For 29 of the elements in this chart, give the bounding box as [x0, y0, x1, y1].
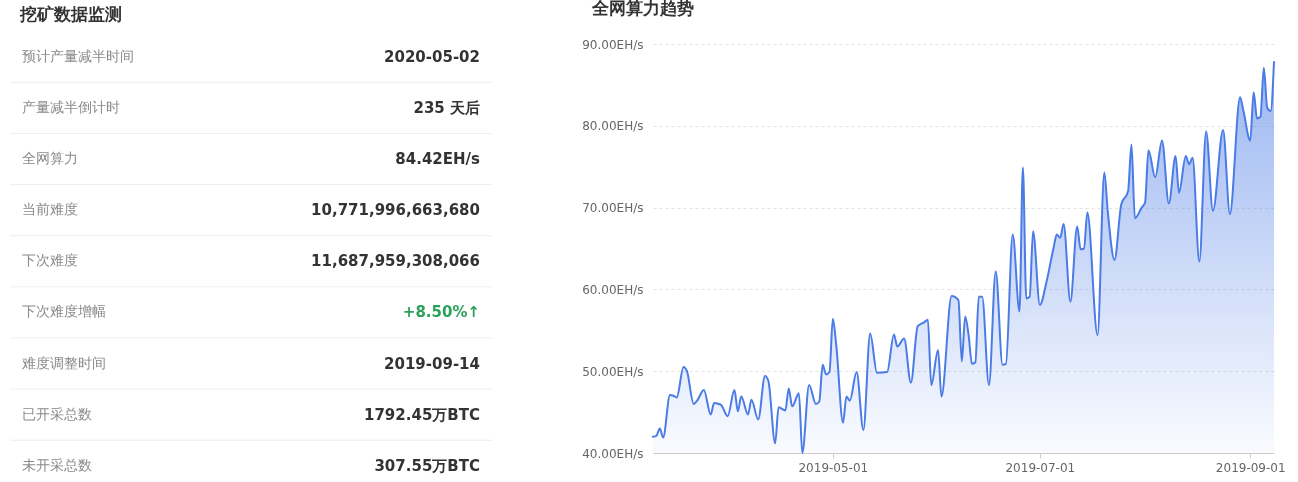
category-label: 难度调整时间 [21, 354, 106, 371]
category-label: 产量减半倒计时 [22, 98, 120, 115]
y-tick-label: 80.00EH/s [582, 119, 644, 134]
text: 84.42EH/s [395, 150, 480, 169]
category-label: 下次难度 [22, 252, 78, 269]
text: +8.50%↑ [402, 303, 480, 322]
text: 2020-05-02 [384, 47, 480, 66]
text: 11,687,959,308,066 [311, 252, 480, 271]
text: 挖矿数据监测 [19, 4, 122, 24]
x-tick-label: 2019-07-01 [1005, 460, 1076, 475]
category-label: 下次难度增幅 [22, 303, 106, 320]
text: 307.55万BTC [374, 456, 480, 475]
chart-title: 全网算力趋势 [590, 0, 694, 18]
x-tick-label: 2019-09-01 [1215, 460, 1286, 475]
text: 1792.45万BTC [364, 405, 480, 424]
text: 10,771,996,663,680 [311, 201, 480, 220]
y-tick-label: 90.00EH/s [582, 37, 644, 52]
x-tick-label: 2019-05-01 [798, 460, 869, 475]
y-tick-label: 50.00EH/s [582, 364, 644, 379]
y-tick-label: 40.00EH/s [582, 446, 644, 461]
text: 235 天后 [413, 98, 480, 117]
text: 2019-09-14 [384, 354, 480, 373]
category-label: 已开采总数 [22, 405, 92, 422]
category-label: 当前难度 [22, 201, 78, 218]
category-label: 未开采总数 [22, 456, 92, 473]
y-tick-label: 60.00EH/s [582, 282, 644, 297]
category-label: 全网算力 [22, 150, 78, 167]
category-label: 预计产量减半时间 [22, 47, 134, 64]
y-tick-label: 70.00EH/s [582, 201, 644, 216]
